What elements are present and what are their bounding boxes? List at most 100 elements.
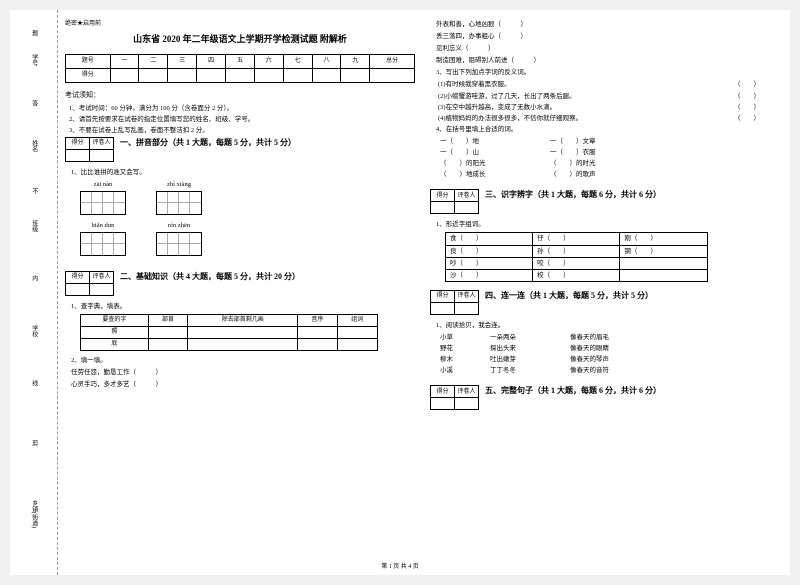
th: 除去部首剩几画 [188, 314, 298, 326]
antonym-line: (4)植物妈妈的办法很多很多，不信你就仔细观察。（ ） [430, 114, 780, 123]
paren: （ ） [734, 80, 760, 89]
fill-pair: 一（ ）山一（ ）衣服 [430, 148, 780, 157]
fill: 一（ ）山 [440, 148, 550, 157]
notice-title: 考试须知： [65, 91, 415, 101]
item: 小溪 [440, 366, 490, 375]
item: 像春天的琴声 [570, 355, 609, 364]
score-table: 题号 一 二 三 四 五 六 七 八 九 总分 得分 [65, 54, 415, 83]
td: 底 [81, 338, 149, 350]
item: 探出头来 [490, 344, 570, 353]
table-row: 题号 一 二 三 四 五 六 七 八 九 总分 [66, 54, 415, 68]
fill: （ ）的阳光 [440, 159, 550, 168]
match-line: 柳木吐出嫩芽像春天的琴声 [430, 355, 780, 364]
td: 仔（ ） [533, 233, 620, 245]
fill-line: 心灵手巧，多才多艺（ ） [65, 380, 415, 389]
item: 柳木 [440, 355, 490, 364]
item: 一朵两朵 [490, 333, 570, 342]
side-label: 答 [29, 100, 37, 106]
fill: 一（ ）地 [440, 137, 550, 146]
score-box: 得分评卷人 [430, 385, 479, 410]
exam-title: 山东省 2020 年二年级语文上学期开学检测试题 附解析 [65, 33, 415, 46]
match-line: 野花探出头来像春天的眼睛 [430, 344, 780, 353]
td: 评卷人 [455, 290, 479, 302]
fill: 一（ ）衣服 [550, 148, 596, 157]
question: 4、在括号里填上合适的词。 [430, 125, 780, 134]
section-header: 得分评卷人 四、连一连（共 1 大题，每题 5 分，共计 5 分） [430, 290, 780, 318]
section-header: 得分评卷人 一、拼音部分（共 1 大题，每题 5 分，共计 5 分） [65, 137, 415, 165]
question: 1、形近字组词。 [430, 220, 780, 229]
item: 小草 [440, 333, 490, 342]
side-label: 剪 [29, 440, 37, 446]
td [620, 269, 707, 281]
td: 钢（ ） [620, 245, 707, 257]
td: 沙（ ） [446, 269, 533, 281]
side-column: 题 学号 答 姓名 不 班级 内 学校 线 剪 乡镇(街道) [10, 10, 58, 575]
th: 二 [139, 54, 168, 68]
td: 得分 [66, 138, 90, 150]
question: 1、比比谁拼的准又会写。 [65, 168, 415, 177]
fill-line: 外表和善，心地凶狠（ ） [430, 20, 780, 29]
section-title: 二、基础知识（共 4 大题，每题 5 分，共计 20 分） [120, 271, 300, 282]
side-label: 姓名 [29, 140, 37, 152]
th: 要查的字 [81, 314, 149, 326]
table-row: 食（ ）仔（ ）刚（ ） [446, 233, 708, 245]
exam-page: 题 学号 答 姓名 不 班级 内 学校 线 剪 乡镇(街道) 绝密★启用前 山东… [10, 10, 790, 575]
notice-item: 1、考试时间：60 分钟，满分为 100 分（含卷面分 2 分）。 [65, 104, 415, 113]
pinyin-row: biǎn dɑn rèn zhēn [65, 221, 415, 258]
fill: （ ）地成长 [440, 170, 550, 179]
paren: （ ） [734, 103, 760, 112]
th: 三 [168, 54, 197, 68]
score-box: 得分评卷人 [430, 290, 479, 315]
pinyin-block: zhì xiàng [156, 180, 202, 217]
section-title: 三、识字辨字（共 1 大题，每题 6 分，共计 6 分） [485, 189, 661, 200]
th: 七 [283, 54, 312, 68]
table-row: 沙（ ）校（ ） [446, 269, 708, 281]
antonym-line: (1)有时候我穿着黑衣服。（ ） [430, 80, 780, 89]
text: (2)小螃蟹游哇游，过了几天，长出了两条后腿。 [438, 92, 576, 101]
pinyin: biǎn dɑn [80, 221, 126, 230]
score-box: 得分评卷人 [65, 137, 114, 162]
write-grid [80, 191, 126, 215]
match-line: 小溪丁丁冬冬像春天的音符 [430, 366, 780, 375]
td: 照 [81, 326, 149, 338]
td: 评卷人 [455, 386, 479, 398]
question: 1、阅读拾贝，我会连。 [430, 321, 780, 330]
table-row: 良（ ）孙（ ）钢（ ） [446, 245, 708, 257]
side-label: 乡镇(街道) [29, 500, 37, 528]
table-row: 底 [81, 338, 378, 350]
section-title: 一、拼音部分（共 1 大题，每题 5 分，共计 5 分） [120, 137, 296, 148]
item: 像春天的眼睛 [570, 344, 609, 353]
th: 四 [197, 54, 226, 68]
fill-pair: （ ）地成长（ ）的歌声 [430, 170, 780, 179]
text: (3)在空中越升越高，变成了无数小水滴。 [438, 103, 556, 112]
item: 像春天的眉毛 [570, 333, 609, 342]
th: 音序 [298, 314, 338, 326]
td: 评卷人 [90, 138, 114, 150]
side-label: 不 [29, 188, 37, 194]
page-footer: 第 1 页 共 4 页 [10, 563, 790, 571]
th: 一 [110, 54, 139, 68]
side-label: 学号 [29, 54, 37, 66]
td: 咬（ ） [533, 257, 620, 269]
side-label: 学校 [29, 325, 37, 337]
th: 总分 [370, 54, 415, 68]
pinyin: rèn zhēn [156, 221, 202, 230]
td: 评卷人 [455, 190, 479, 202]
lookup-table: 要查的字 部首 除去部首剩几画 音序 组词 照 底 [80, 314, 378, 351]
notice-item: 2、请首先按要求在试卷的指定位置填写您的姓名、班级、学号。 [65, 115, 415, 124]
section-title: 五、完整句子（共 1 大题，每题 6 分，共计 6 分） [485, 385, 661, 396]
fill-line: 制造困难，阻碍别人前进（ ） [430, 56, 780, 65]
score-box: 得分评卷人 [430, 189, 479, 214]
right-column: 外表和善，心地凶狠（ ） 丢三落四，办事粗心（ ） 见利忘义（ ） 制造困难，阻… [430, 20, 780, 557]
fill: （ ）的时光 [550, 159, 596, 168]
th: 组词 [337, 314, 377, 326]
section-header: 得分评卷人 三、识字辨字（共 1 大题，每题 6 分，共计 6 分） [430, 189, 780, 217]
text: (4)植物妈妈的办法很多很多，不信你就仔细观察。 [438, 114, 582, 123]
item: 吐出嫩芽 [490, 355, 570, 364]
td: 食（ ） [446, 233, 533, 245]
fill: （ ）的歌声 [550, 170, 596, 179]
fill: 一（ ）文章 [550, 137, 596, 146]
td: 得分 [431, 386, 455, 398]
table-row: 照 [81, 326, 378, 338]
side-label: 班级 [29, 220, 37, 232]
